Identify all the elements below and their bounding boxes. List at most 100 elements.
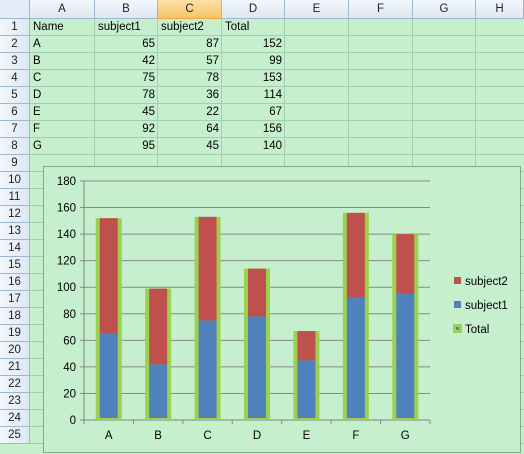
- y-tick-label: 20: [63, 388, 76, 400]
- row-header-3[interactable]: 3: [0, 53, 30, 70]
- cell-subject1[interactable]: 45: [142, 106, 155, 118]
- x-tick-label: D: [253, 430, 261, 442]
- row-header-13[interactable]: 13: [0, 223, 30, 240]
- cell-header-3[interactable]: subject2: [161, 21, 204, 33]
- cell-name[interactable]: C: [33, 72, 42, 84]
- gridline-horizontal: [30, 120, 524, 121]
- bar-subject2-c: [198, 216, 217, 321]
- gridline-horizontal: [30, 35, 524, 36]
- row-header-17[interactable]: 17: [0, 291, 30, 308]
- y-tick-label: 0: [70, 415, 76, 427]
- column-header-c[interactable]: C: [158, 0, 222, 19]
- bar-subject2-g: [396, 234, 415, 294]
- cell-subject1[interactable]: 78: [142, 89, 155, 101]
- x-tick-label: E: [303, 430, 311, 442]
- x-tick-label: F: [352, 430, 359, 442]
- row-header-6[interactable]: 6: [0, 104, 30, 121]
- gridline-horizontal: [30, 86, 524, 87]
- row-header-10[interactable]: 10: [0, 172, 30, 189]
- cell-total[interactable]: 140: [262, 140, 282, 152]
- y-tick-label: 40: [63, 362, 76, 374]
- row-header-21[interactable]: 21: [0, 359, 30, 376]
- cell-subject1[interactable]: 95: [142, 140, 155, 152]
- bar-subject1-g: [396, 293, 415, 418]
- cell-name[interactable]: B: [33, 55, 41, 67]
- legend-label-total: Total: [465, 324, 489, 336]
- x-tick-label: B: [154, 430, 162, 442]
- y-tick-label: 100: [57, 282, 76, 294]
- cell-subject2[interactable]: 78: [206, 72, 219, 84]
- y-tick-label: 60: [63, 335, 76, 347]
- column-header-d[interactable]: D: [222, 0, 285, 19]
- cell-name[interactable]: A: [33, 38, 41, 50]
- column-header-a[interactable]: A: [30, 0, 95, 19]
- column-header-h[interactable]: H: [476, 0, 524, 19]
- cell-subject2[interactable]: 22: [206, 106, 219, 118]
- y-tick-label: 120: [57, 256, 76, 268]
- cell-subject2[interactable]: 36: [206, 89, 219, 101]
- row-header-23[interactable]: 23: [0, 393, 30, 410]
- legend-label-subject2: subject2: [465, 276, 508, 288]
- row-header-8[interactable]: 8: [0, 138, 30, 155]
- cell-total[interactable]: 152: [262, 38, 282, 50]
- cell-subject2[interactable]: 45: [206, 140, 219, 152]
- cell-header-4[interactable]: Total: [225, 21, 250, 33]
- row-header-22[interactable]: 22: [0, 376, 30, 393]
- cell-header-2[interactable]: subject1: [98, 21, 141, 33]
- gridline-horizontal: [30, 103, 524, 104]
- row-header-5[interactable]: 5: [0, 87, 30, 104]
- row-header-19[interactable]: 19: [0, 325, 30, 342]
- y-tick-label: 80: [63, 309, 76, 321]
- cell-subject2[interactable]: 57: [206, 55, 219, 67]
- row-header-4[interactable]: 4: [0, 70, 30, 87]
- column-header-b[interactable]: B: [95, 0, 158, 19]
- column-header-e[interactable]: E: [285, 0, 349, 19]
- row-header-9[interactable]: 9: [0, 155, 30, 172]
- cell-header-1[interactable]: Name: [33, 21, 64, 33]
- gridline-horizontal: [30, 69, 524, 70]
- bar-subject1-b: [149, 364, 168, 418]
- row-header-25[interactable]: 25: [0, 427, 30, 444]
- bar-subject2-d: [248, 268, 266, 317]
- row-header-18[interactable]: 18: [0, 308, 30, 325]
- cell-name[interactable]: G: [33, 140, 42, 152]
- cell-name[interactable]: F: [33, 123, 41, 135]
- cell-subject2[interactable]: 64: [206, 123, 219, 135]
- y-tick-label: 180: [57, 176, 76, 188]
- cell-total[interactable]: 156: [262, 123, 282, 135]
- row-header-1[interactable]: 1: [0, 19, 30, 36]
- column-header-g[interactable]: G: [413, 0, 476, 19]
- cell-name[interactable]: E: [33, 106, 41, 118]
- cell-total[interactable]: 67: [269, 106, 282, 118]
- bar-subject1-c: [198, 320, 217, 418]
- cell-subject1[interactable]: 42: [142, 55, 155, 67]
- row-header-12[interactable]: 12: [0, 206, 30, 223]
- cell-subject1[interactable]: 75: [142, 72, 155, 84]
- row-header-2[interactable]: 2: [0, 36, 30, 53]
- row-header-20[interactable]: 20: [0, 342, 30, 359]
- legend-swatch-subject2: [454, 277, 461, 284]
- cell-subject1[interactable]: 92: [142, 123, 155, 135]
- legend-swatch-total-inner: [456, 327, 459, 330]
- row-header-24[interactable]: 24: [0, 410, 30, 427]
- gridline-horizontal: [30, 52, 524, 53]
- bar-subject1-e: [297, 360, 316, 418]
- select-all-corner[interactable]: [0, 0, 30, 19]
- cell-total[interactable]: 114: [263, 89, 282, 101]
- row-header-11[interactable]: 11: [0, 189, 30, 206]
- cell-name[interactable]: D: [33, 89, 42, 101]
- row-header-7[interactable]: 7: [0, 121, 30, 138]
- cell-subject2[interactable]: 87: [206, 38, 219, 50]
- cell-total[interactable]: 153: [262, 72, 282, 84]
- x-tick-label: A: [105, 430, 113, 442]
- legend-swatch-subject1: [454, 301, 461, 308]
- cell-subject1[interactable]: 65: [142, 38, 155, 50]
- bar-subject2-b: [149, 288, 168, 365]
- row-header-15[interactable]: 15: [0, 257, 30, 274]
- row-header-14[interactable]: 14: [0, 240, 30, 257]
- cell-total[interactable]: 99: [269, 55, 282, 67]
- row-header-16[interactable]: 16: [0, 274, 30, 291]
- column-header-f[interactable]: F: [349, 0, 413, 19]
